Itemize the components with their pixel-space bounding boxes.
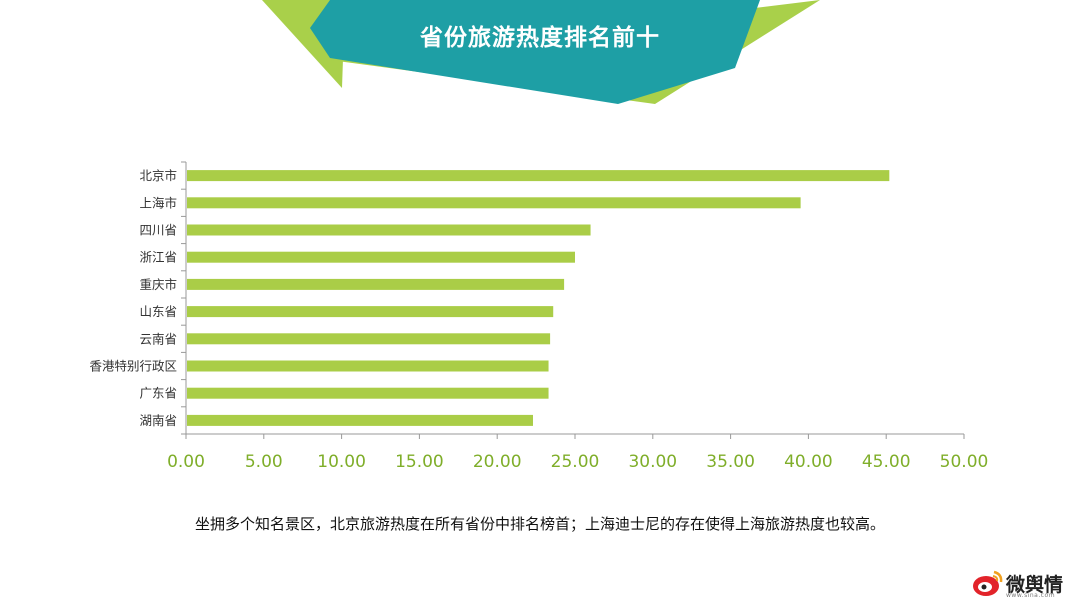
watermark-text: 微舆情 bbox=[1006, 574, 1064, 596]
bar bbox=[187, 197, 801, 209]
x-tick-label: 30.00 bbox=[628, 452, 677, 472]
bar bbox=[187, 278, 565, 290]
bar bbox=[187, 360, 549, 372]
x-tick-label: 40.00 bbox=[784, 452, 833, 472]
bar bbox=[187, 224, 591, 236]
bar bbox=[187, 170, 890, 182]
bar bbox=[187, 251, 575, 263]
x-tick-label: 45.00 bbox=[862, 452, 911, 472]
page-title: 省份旅游热度排名前十 bbox=[420, 25, 660, 51]
watermark-url: www.sina.com bbox=[1006, 592, 1056, 599]
category-label: 广东省 bbox=[139, 386, 177, 401]
bar bbox=[187, 414, 533, 426]
category-label: 上海市 bbox=[139, 195, 177, 210]
x-tick-label: 5.00 bbox=[245, 452, 283, 472]
category-label: 云南省 bbox=[139, 331, 177, 346]
category-label: 山东省 bbox=[139, 304, 177, 319]
bar bbox=[187, 387, 549, 399]
banner-teal-shape bbox=[310, 0, 760, 104]
category-label: 浙江省 bbox=[139, 250, 177, 265]
x-tick-label: 0.00 bbox=[167, 452, 205, 472]
category-label: 湖南省 bbox=[139, 413, 177, 428]
bar bbox=[187, 333, 551, 345]
x-tick-label: 15.00 bbox=[395, 452, 444, 472]
x-tick-label: 25.00 bbox=[551, 452, 600, 472]
weibo-logo-icon bbox=[973, 570, 1003, 596]
x-tick-label: 50.00 bbox=[940, 452, 989, 472]
category-label: 重庆市 bbox=[139, 277, 177, 292]
x-tick-label: 35.00 bbox=[706, 452, 755, 472]
x-tick-label: 20.00 bbox=[473, 452, 522, 472]
category-label: 北京市 bbox=[139, 168, 177, 183]
header-banner bbox=[262, 0, 820, 104]
bar bbox=[187, 306, 554, 318]
category-label: 香港特别行政区 bbox=[89, 359, 177, 374]
watermark: 微舆情 www.sina.com bbox=[972, 566, 1072, 602]
chart-caption: 坐拥多个知名景区，北京旅游热度在所有省份中排名榜首；上海迪士尼的存在使得上海旅游… bbox=[194, 515, 885, 533]
x-tick-label: 10.00 bbox=[317, 452, 366, 472]
category-label: 四川省 bbox=[139, 223, 177, 238]
